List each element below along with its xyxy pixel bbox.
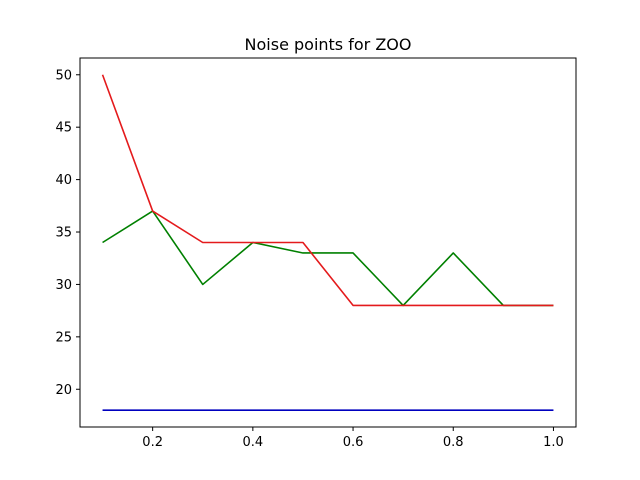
series-line-red — [101, 74, 554, 307]
y-tick-label: 35 — [55, 226, 72, 241]
x-tick-label: 1.0 — [543, 435, 564, 450]
y-tick-label: 20 — [55, 383, 72, 398]
x-tick-label: 0.4 — [243, 435, 264, 450]
y-tick-label: 40 — [55, 173, 72, 188]
series-line-green — [102, 210, 554, 307]
y-tick-label: 45 — [55, 121, 72, 136]
y-tick-label: 50 — [55, 68, 72, 83]
axes-layer: 0.2 0.4 0.6 0.8 1.0 20 25 30 35 40 45 50 — [55, 57, 577, 450]
series-layer — [101, 74, 554, 412]
x-tick-label: 0.8 — [443, 435, 464, 450]
y-tick-label: 30 — [55, 278, 72, 293]
plot-frame — [79, 57, 577, 428]
chart-title: Noise points for ZOO — [245, 35, 412, 54]
x-tick-label: 0.2 — [142, 435, 163, 450]
x-tick-label: 0.6 — [343, 435, 364, 450]
y-tick-label: 25 — [55, 330, 72, 345]
